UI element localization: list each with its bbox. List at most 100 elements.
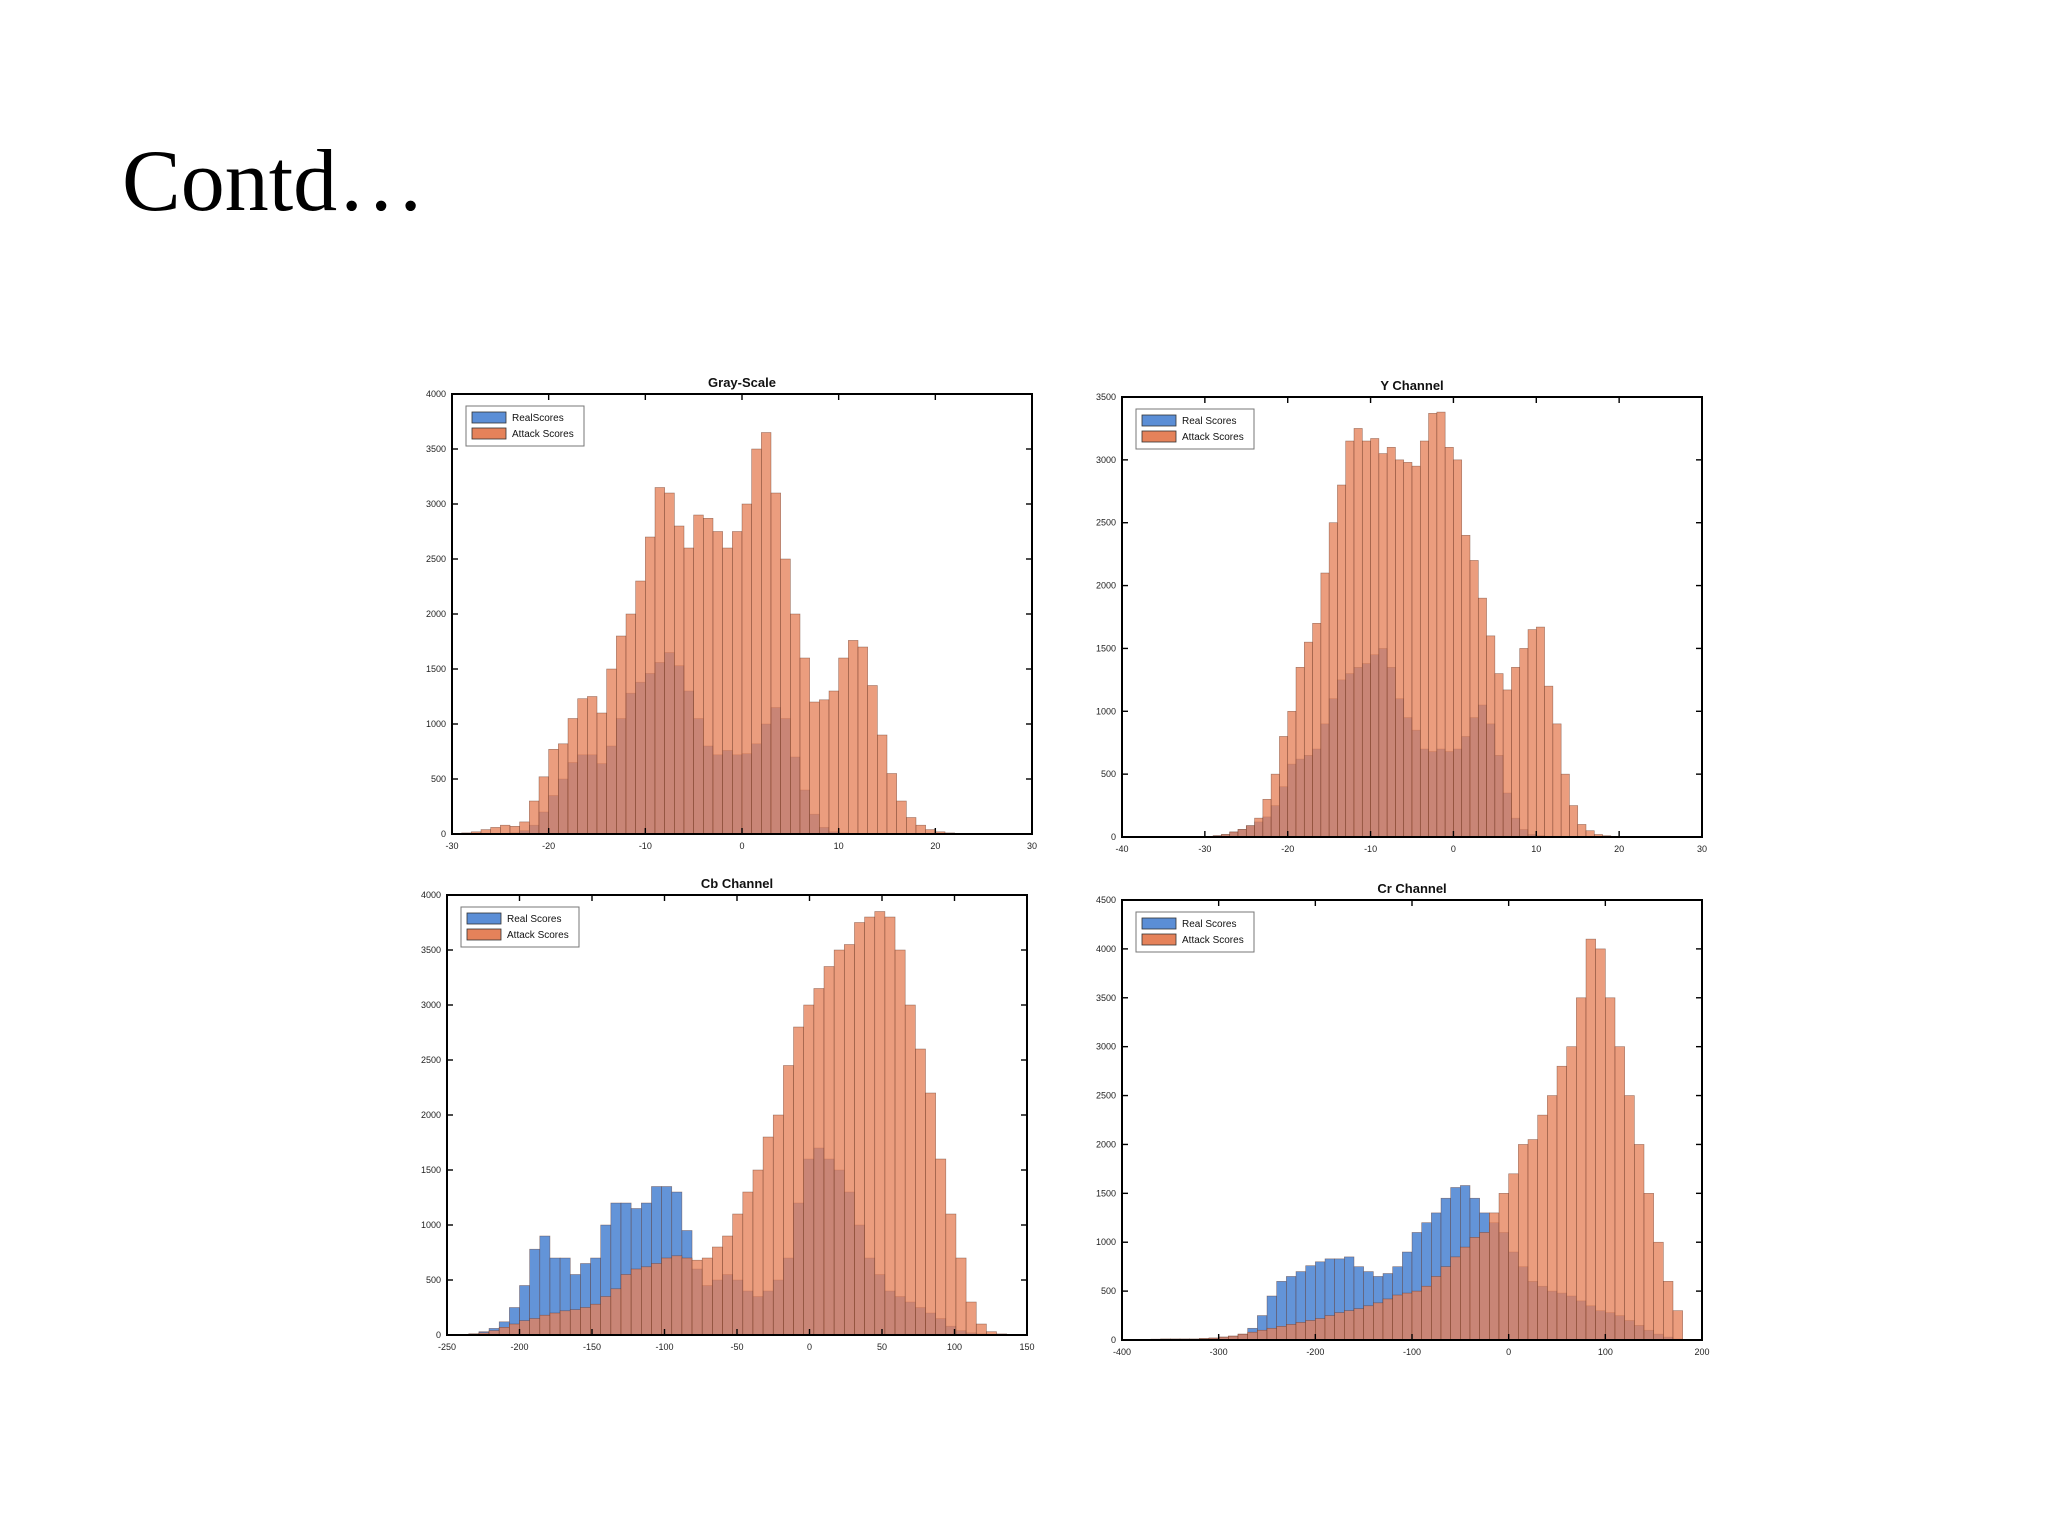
attack-scores-bar: [693, 514, 704, 835]
attack-scores-bar: [1305, 1320, 1316, 1341]
plot-title: Gray-Scale: [708, 375, 776, 390]
attack-scores-bar: [884, 916, 896, 1336]
chart-cb-channel: Cb Channel-250 -200 -150 -100 -50 0 50 100 15005…: [421, 876, 1035, 1352]
attack-scores-bar: [558, 743, 569, 835]
legend-attack-scores: Attack Scores: [512, 429, 574, 440]
x-tick-label: 200: [1694, 1347, 1709, 1357]
attack-scores-bar: [1527, 629, 1537, 838]
y-tick-label: 500: [426, 1275, 441, 1285]
attack-scores-bar: [1370, 438, 1380, 838]
attack-scores-bar: [1569, 805, 1579, 838]
attack-scores-bar: [1312, 622, 1322, 838]
attack-scores-bar: [1614, 1046, 1625, 1341]
x-tick-label: -400: [1113, 1347, 1131, 1357]
attack-scores-bar: [886, 773, 897, 835]
plot-title: Cb Channel: [701, 876, 773, 891]
attack-scores-bar: [712, 531, 723, 835]
plot-title: Y Channel: [1380, 378, 1443, 393]
attack-scores-bar: [620, 1274, 632, 1336]
attack-scores-bar: [1395, 459, 1405, 838]
attack-scores-bar: [509, 825, 520, 835]
attack-scores-bar: [1498, 1193, 1509, 1341]
y-tick-label: 3500: [1096, 993, 1116, 1003]
attack-scores-bar: [955, 1257, 967, 1336]
attack-scores-bar: [838, 657, 849, 835]
legend-real-scores: Real Scores: [1182, 416, 1236, 427]
attack-scores-bar: [819, 699, 830, 835]
x-tick-label: -300: [1210, 1347, 1228, 1357]
attack-scores-bar: [683, 547, 694, 835]
attack-scores-bar: [1502, 689, 1512, 838]
attack-scores-bar: [752, 1169, 764, 1336]
attack-scores-bar: [1486, 635, 1496, 838]
attack-scores-bar: [848, 640, 859, 835]
y-tick-label: 3000: [1096, 1042, 1116, 1052]
attack-scores-bar: [1576, 997, 1587, 1341]
attack-scores-bar: [681, 1257, 693, 1336]
attack-scores-swatch: [1141, 430, 1177, 443]
x-tick-label: 100: [947, 1342, 962, 1352]
attack-scores-bar: [1363, 1305, 1374, 1341]
attack-scores-bar: [722, 1235, 733, 1336]
legend: Real Scores Attack Scores: [460, 906, 580, 948]
attack-scores-bars: [1204, 411, 1612, 838]
attack-scores-bar: [1585, 938, 1596, 1341]
attack-scores-bar: [1378, 453, 1388, 838]
attack-scores-bar: [519, 821, 530, 835]
attack-scores-bar: [874, 911, 886, 1336]
attack-scores-bar: [580, 1307, 591, 1336]
attack-scores-bar: [1518, 1144, 1529, 1341]
attack-scores-bar: [742, 1191, 754, 1336]
attack-scores-bar: [1254, 817, 1264, 838]
attack-scores-bar: [1361, 440, 1371, 838]
y-tick-label: 2000: [1096, 1139, 1116, 1149]
legend: RealScores Attack Scores: [465, 405, 585, 447]
y-tick-label: 2500: [426, 554, 446, 564]
y-tick-label: 2500: [1096, 518, 1116, 528]
x-tick-label: -10: [639, 841, 652, 851]
attack-scores-bar: [1276, 1326, 1287, 1341]
attack-scores-bar: [509, 1323, 520, 1336]
attack-scores-bar: [1508, 1173, 1519, 1341]
attack-scores-bar: [1605, 997, 1616, 1341]
attack-scores-bar: [783, 1065, 794, 1336]
real-scores-swatch: [466, 912, 502, 925]
attack-scores-bar: [1303, 641, 1313, 838]
attack-scores-bar: [1537, 1114, 1548, 1341]
y-tick-label: 2500: [1096, 1091, 1116, 1101]
attack-scores-bar: [1453, 459, 1463, 838]
attack-scores-swatch: [1141, 933, 1177, 946]
attack-scores-bar: [1419, 440, 1429, 838]
attack-scores-bar: [915, 1048, 926, 1336]
attack-scores-bar: [896, 800, 907, 835]
attack-scores-bar: [1519, 648, 1529, 838]
attack-scores-bar: [823, 966, 835, 1336]
y-tick-label: 3000: [421, 1000, 441, 1010]
attack-scores-bar: [1477, 597, 1487, 838]
attack-scores-bar: [661, 1257, 673, 1336]
attack-scores-bar: [965, 1301, 977, 1336]
attack-scores-bar: [945, 1213, 957, 1336]
legend: Real Scores Attack Scores: [1135, 911, 1255, 953]
legend-attack-scores: Attack Scores: [1182, 432, 1244, 443]
y-tick-label: 3500: [426, 444, 446, 454]
attack-scores-bar: [762, 1136, 774, 1336]
attack-scores-bar: [577, 698, 588, 835]
attack-scores-bar: [567, 718, 578, 835]
attack-scores-bar: [751, 448, 762, 835]
real-scores-swatch: [471, 411, 507, 424]
x-tick-label: -250: [438, 1342, 456, 1352]
attack-scores-bar: [671, 1255, 683, 1336]
attack-scores-bar: [1544, 685, 1554, 838]
x-tick-label: -30: [1198, 844, 1211, 854]
attack-scores-bar: [519, 1320, 530, 1336]
attack-scores-bar: [1566, 1046, 1577, 1341]
attack-scores-bar: [867, 685, 878, 835]
x-tick-label: -150: [583, 1342, 601, 1352]
attack-scores-bar: [1262, 798, 1272, 838]
attack-scores-bar: [703, 518, 714, 835]
x-tick-label: -100: [655, 1342, 673, 1352]
attack-scores-bar: [606, 668, 617, 835]
attack-scores-bar: [539, 1314, 551, 1336]
attack-scores-bar: [1527, 1139, 1538, 1341]
